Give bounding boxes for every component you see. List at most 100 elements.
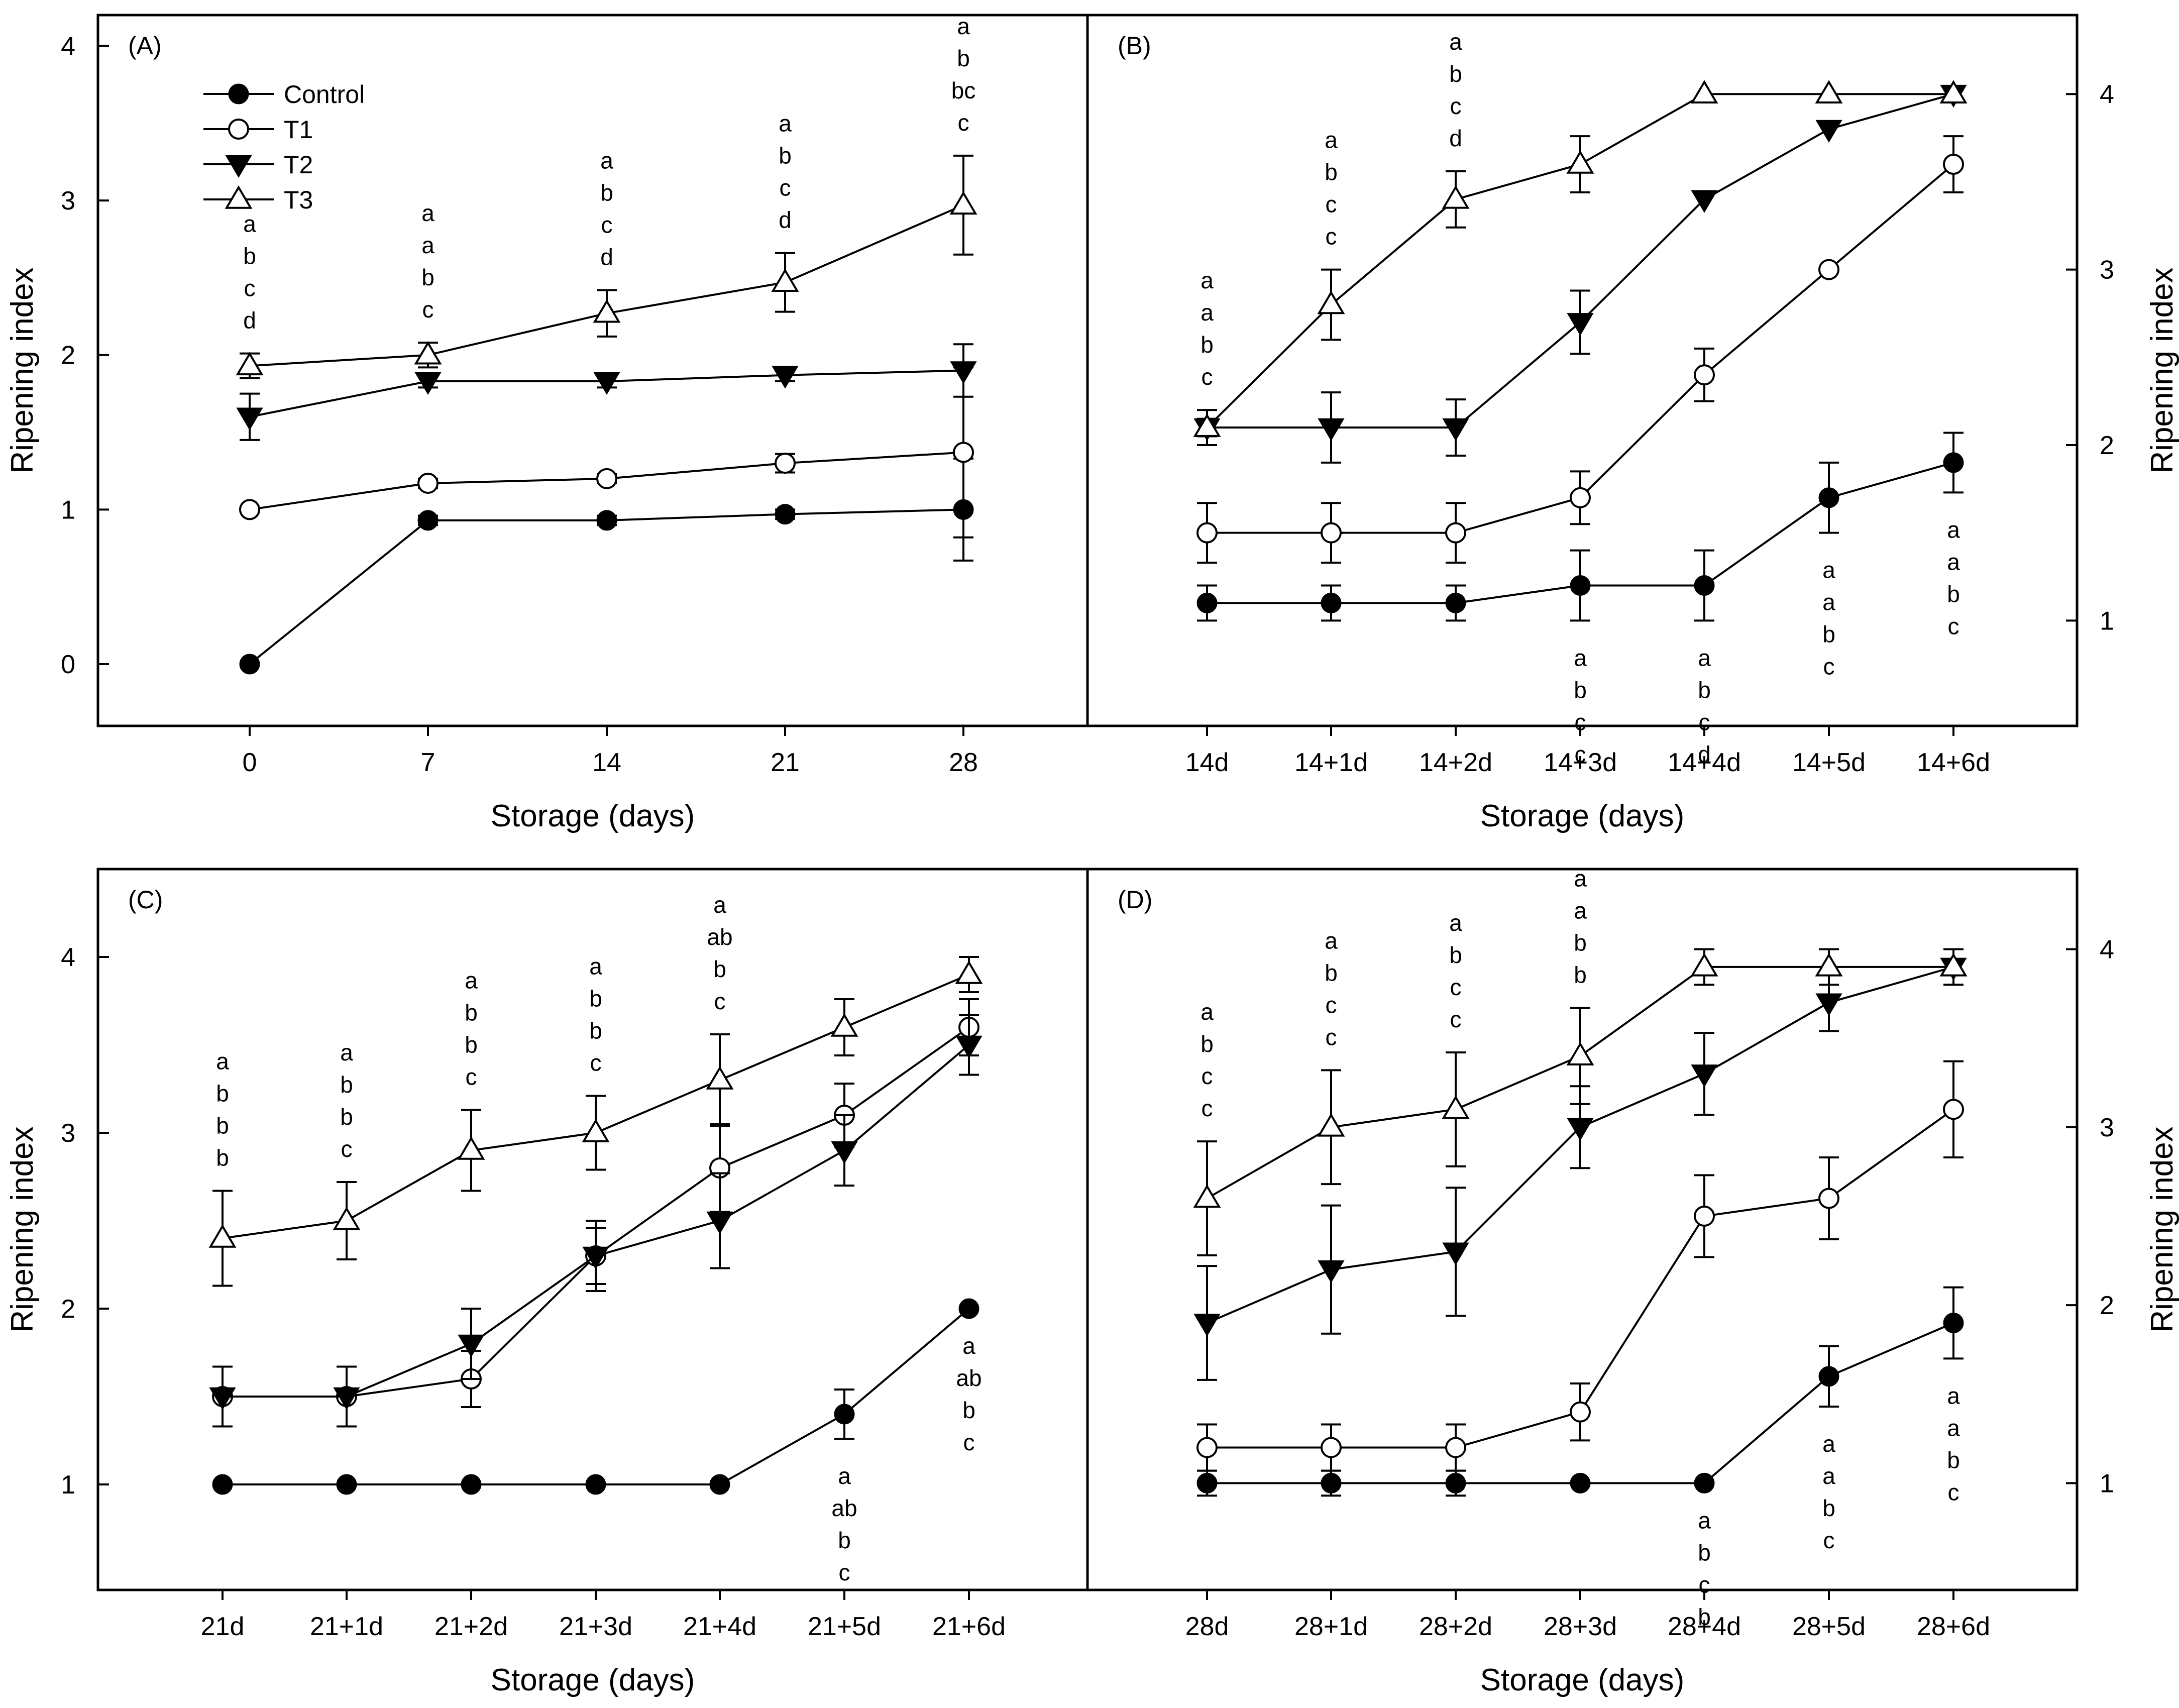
plot-frame: [1086, 14, 2079, 727]
significance-letter: b: [465, 1000, 478, 1026]
data-point: [1317, 290, 1345, 314]
y-tick-label: 2: [2100, 1291, 2114, 1320]
significance-letter: b: [1698, 1604, 1711, 1630]
data-point: [209, 1387, 236, 1410]
y-axis-title: Ripening index: [2145, 267, 2179, 473]
data-point: [1193, 1184, 1221, 1208]
significance-letter: d: [243, 307, 256, 334]
data-point: [1943, 1313, 1964, 1334]
data-point: [1318, 1260, 1345, 1284]
panel-c: (C) 1 2 3 4 21d 21+1d 21+2d 21+3d 21+4d 21+5d 21+6d…: [5, 868, 1089, 1697]
data-point: [706, 1066, 734, 1090]
data-point: [1690, 80, 1718, 104]
significance-letter: a: [216, 1048, 229, 1075]
data-point: [955, 1035, 983, 1058]
significance-letter: b: [421, 264, 434, 290]
data-point: [1196, 522, 1218, 544]
series-control: [212, 1298, 979, 1495]
y-tick-label: 0: [61, 650, 75, 679]
significance-letter: b: [1574, 962, 1587, 988]
y-tick-label: 3: [2100, 256, 2114, 285]
data-point: [1321, 522, 1342, 544]
panel-label: (A): [128, 32, 162, 60]
significance-letter: c: [714, 988, 726, 1014]
data-point: [582, 1246, 609, 1269]
significance-letter: c: [1450, 93, 1462, 119]
data-point: [458, 1334, 485, 1357]
significance-letter: d: [1449, 125, 1462, 151]
series-t1: [1196, 1060, 1964, 1472]
significance-letter: c: [1326, 191, 1337, 218]
significance-letter: b: [838, 1527, 851, 1553]
significance-letter: c: [1202, 364, 1213, 390]
y-tick-label: 2: [2100, 431, 2114, 460]
significance-letter: a: [1325, 127, 1338, 153]
plot-frame: [1086, 868, 2079, 1591]
significance-letter: b: [962, 1397, 975, 1423]
significance-letter: c: [839, 1559, 850, 1585]
data-point: [1445, 1472, 1466, 1493]
significance-letter: b: [1449, 61, 1462, 87]
significance-letter: a: [1449, 29, 1462, 55]
significance-letter: b: [1947, 581, 1960, 607]
significance-letter: ab: [956, 1365, 982, 1391]
significance-letter: a: [1947, 549, 1960, 575]
panel-b: (B) 1 2 3 4 14d 14+1d 14+2d 14+3d 14+4d 14+5d 14+6d…: [1086, 14, 2179, 833]
significance-letter: c: [601, 212, 613, 238]
significance-letter: a: [1822, 557, 1835, 583]
data-point: [709, 1474, 730, 1495]
significance-letter: b: [1574, 929, 1587, 955]
x-tick-label: 7: [421, 748, 435, 777]
x-tick-label: 14+4d: [1668, 748, 1741, 777]
data-point: [1193, 1314, 1221, 1337]
significance-letter: a: [600, 148, 613, 174]
significance-letter: a: [243, 211, 256, 237]
data-point: [1442, 1242, 1469, 1265]
data-point: [1694, 575, 1715, 596]
significance-letter: a: [1698, 645, 1711, 671]
significance-letter: c: [244, 275, 256, 301]
data-point: [1815, 952, 1843, 977]
panel-a: (A) 0 1 2 3 4 0 7 14 21 28 Storage (days) Ripening i…: [5, 13, 1089, 833]
x-tick-label: 28: [949, 748, 978, 777]
x-tick-label: 21+6d: [932, 1612, 1006, 1641]
data-point: [1943, 452, 1964, 473]
x-tick-label: 28+5d: [1792, 1612, 1866, 1641]
data-point: [1818, 487, 1839, 508]
significance-letter: a: [1822, 1463, 1835, 1489]
significance-letter: d: [779, 207, 792, 233]
significance-letter: a: [779, 111, 792, 137]
significance-letter: a: [838, 1463, 851, 1489]
significance-letter: a: [962, 1333, 975, 1359]
data-point: [1570, 1401, 1591, 1423]
significance-letter: a: [1574, 897, 1587, 923]
significance-letter: b: [600, 180, 613, 206]
x-tick-label: 14+6d: [1917, 748, 1990, 777]
y-tick-label: 2: [61, 341, 75, 370]
data-point: [212, 1474, 233, 1495]
data-point: [958, 1298, 979, 1319]
y-tick-label: 3: [61, 1119, 75, 1148]
y-tick-label: 4: [2100, 80, 2114, 109]
y-axis-title: Ripening index: [5, 267, 40, 473]
significance-letter: b: [465, 1032, 478, 1058]
data-point: [950, 361, 977, 384]
significance-letter: c: [1575, 709, 1586, 735]
data-point: [417, 473, 439, 494]
data-point: [414, 372, 442, 395]
data-point: [1567, 313, 1594, 336]
significance-letter: c: [1450, 974, 1462, 1000]
data-point: [1318, 418, 1345, 442]
significance-letter: b: [1822, 621, 1835, 648]
data-point: [1321, 1437, 1342, 1458]
significance-letter: a: [1947, 516, 1960, 543]
x-tick-label: 28+4d: [1668, 1612, 1741, 1641]
significance-letter: b: [1449, 942, 1462, 968]
data-point: [1815, 80, 1843, 104]
significance-letter: b: [589, 1018, 602, 1044]
significance-letter: a: [589, 953, 602, 980]
x-tick-label: 0: [243, 748, 257, 777]
significance-letter: c: [1326, 1024, 1337, 1050]
significance-letter: b: [216, 1081, 229, 1107]
